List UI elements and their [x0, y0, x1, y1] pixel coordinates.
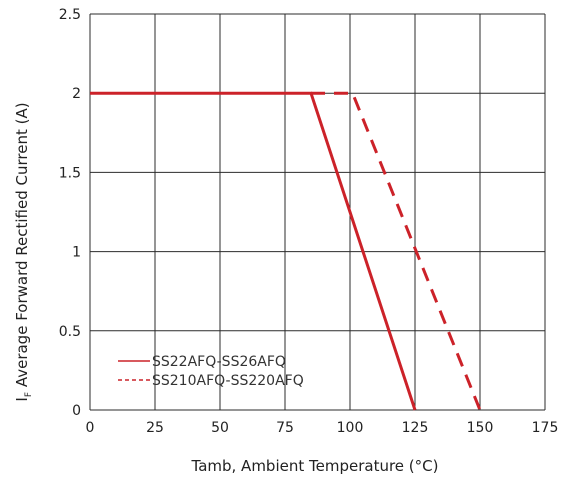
series-layer: [90, 91, 482, 411]
x-tick-label: 175: [532, 420, 559, 436]
series-line-2: [311, 91, 482, 411]
grid: [89, 13, 546, 411]
x-axis-title: Tamb, Ambient Temperature (°C): [191, 457, 439, 475]
y-axis-title: IF Average Forward Rectified Current (A): [13, 102, 34, 401]
svg-text:IF Average Forward Rectified C: IF Average Forward Rectified Current (A): [13, 102, 34, 401]
x-tick-label: 150: [467, 420, 494, 436]
legend: SS22AFQ-SS26AFQ SS210AFQ-SS220AFQ: [118, 354, 304, 389]
y-tick-label: 0.5: [59, 324, 81, 340]
y-tick-label: 1.5: [59, 165, 81, 181]
y-tick-label: 1: [72, 245, 81, 261]
y-tick-label: 0: [72, 403, 81, 419]
y-tick-label: 2: [72, 86, 81, 102]
x-tick-label: 0: [86, 420, 95, 436]
x-tick-label: 100: [337, 420, 364, 436]
x-tick-label: 75: [276, 420, 294, 436]
x-tick-label: 25: [146, 420, 164, 436]
x-tick-label: 50: [211, 420, 229, 436]
tick-labels: 0 25 50 75 100 125 150 175 0 0.5 1 1.5 2 2.5: [59, 7, 559, 436]
legend-label-1: SS22AFQ-SS26AFQ: [152, 354, 286, 370]
y-tick-label: 2.5: [59, 7, 81, 23]
x-tick-label: 125: [402, 420, 429, 436]
legend-label-2: SS210AFQ-SS220AFQ: [152, 373, 304, 389]
